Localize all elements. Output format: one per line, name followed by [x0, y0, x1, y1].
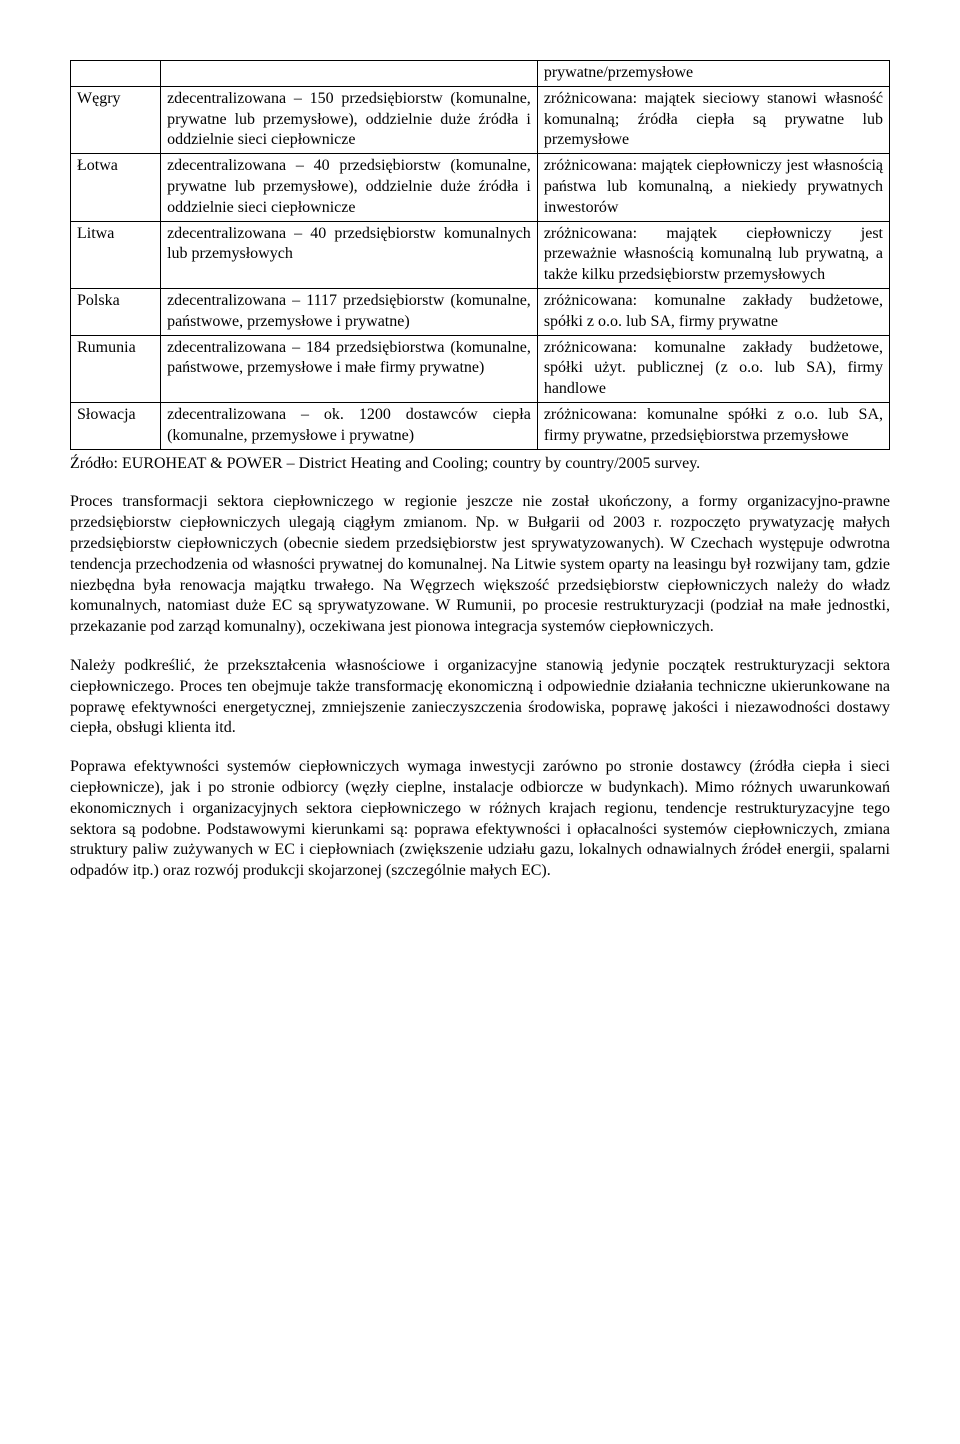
cell-ownership: zróżnicowana: komunalne zakłady budżetow…: [537, 335, 889, 402]
cell-country: Węgry: [71, 86, 161, 153]
table-row: prywatne/przemysłowe: [71, 61, 890, 87]
table-row: Polskazdecentralizowana – 1117 przedsięb…: [71, 288, 890, 335]
cell-country: Łotwa: [71, 154, 161, 221]
cell-country: Rumunia: [71, 335, 161, 402]
cell-country: Polska: [71, 288, 161, 335]
cell-ownership: zróżnicowana: komunalne spółki z o.o. lu…: [537, 402, 889, 449]
heating-table: prywatne/przemysłoweWęgryzdecentralizowa…: [70, 60, 890, 450]
cell-ownership: zróżnicowana: majątek ciepłowniczy jest …: [537, 154, 889, 221]
cell-country: Słowacja: [71, 402, 161, 449]
paragraph-1: Proces transformacji sektora ciepłownicz…: [70, 492, 890, 638]
cell-description: zdecentralizowana – 150 przedsiębiorstw …: [161, 86, 538, 153]
cell-country: Litwa: [71, 221, 161, 288]
cell-description: zdecentralizowana – 40 przedsiębiorstw k…: [161, 221, 538, 288]
cell-ownership: zróżnicowana: majątek ciepłowniczy jest …: [537, 221, 889, 288]
cell-description: zdecentralizowana – ok. 1200 dostawców c…: [161, 402, 538, 449]
table-row: Węgryzdecentralizowana – 150 przedsiębio…: [71, 86, 890, 153]
paragraph-3: Poprawa efektywności systemów ciepłownic…: [70, 757, 890, 882]
cell-ownership: prywatne/przemysłowe: [537, 61, 889, 87]
paragraph-2: Należy podkreślić, że przekształcenia wł…: [70, 656, 890, 739]
cell-description: zdecentralizowana – 40 przedsiębiorstw (…: [161, 154, 538, 221]
table-row: Rumuniazdecentralizowana – 184 przedsięb…: [71, 335, 890, 402]
cell-description: zdecentralizowana – 184 przedsiębiorstwa…: [161, 335, 538, 402]
table-row: Słowacjazdecentralizowana – ok. 1200 dos…: [71, 402, 890, 449]
table-source: Źródło: EUROHEAT & POWER – District Heat…: [70, 454, 890, 475]
cell-country: [71, 61, 161, 87]
table-row: Łotwazdecentralizowana – 40 przedsiębior…: [71, 154, 890, 221]
table-row: Litwazdecentralizowana – 40 przedsiębior…: [71, 221, 890, 288]
cell-description: zdecentralizowana – 1117 przedsiębiorstw…: [161, 288, 538, 335]
cell-description: [161, 61, 538, 87]
cell-ownership: zróżnicowana: komunalne zakłady budżetow…: [537, 288, 889, 335]
cell-ownership: zróżnicowana: majątek sieciowy stanowi w…: [537, 86, 889, 153]
